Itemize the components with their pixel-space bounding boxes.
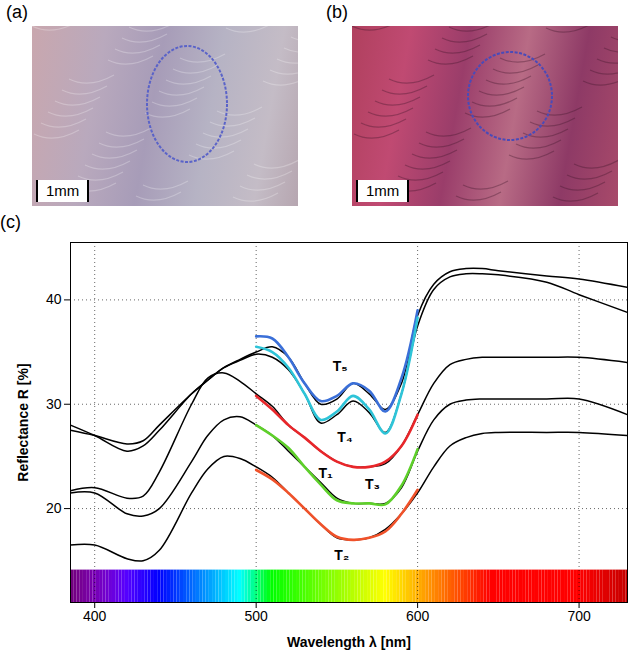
html-text:1mm: 1mm — [46, 182, 80, 199]
svg-text:Reflectance R [%]: Reflectance R [%] — [15, 363, 31, 481]
svg-text:T₅: T₅ — [333, 358, 348, 374]
svg-text:20: 20 — [46, 500, 62, 516]
svg-text:600: 600 — [406, 608, 430, 624]
svg-text:T₃: T₃ — [365, 476, 380, 492]
svg-text:400: 400 — [83, 608, 107, 624]
svg-text:T₄: T₄ — [337, 429, 352, 445]
svg-text:T₂: T₂ — [334, 547, 349, 563]
svg-text:Wavelength λ [nm]: Wavelength λ [nm] — [287, 634, 411, 650]
svg-text:40: 40 — [46, 291, 62, 307]
svg-text:30: 30 — [46, 396, 62, 412]
html-text:1mm: 1mm — [366, 182, 400, 199]
svg-text:T₁: T₁ — [318, 465, 333, 481]
svg-text:700: 700 — [567, 608, 591, 624]
svg-text:500: 500 — [244, 608, 268, 624]
html-text:(a): (a) — [6, 2, 28, 22]
html-text:(b): (b) — [326, 2, 348, 22]
html-text:(c): (c) — [0, 212, 21, 232]
